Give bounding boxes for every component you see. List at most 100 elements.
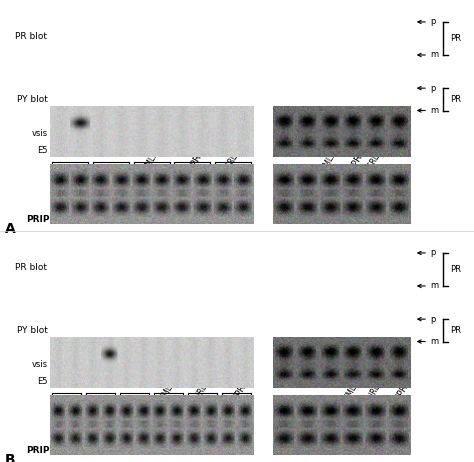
- Text: -: -: [244, 360, 246, 370]
- Text: vsis: vsis: [31, 129, 47, 139]
- Text: -: -: [142, 360, 145, 370]
- Text: PR: PR: [301, 402, 313, 411]
- Text: +: +: [395, 377, 402, 386]
- Text: -: -: [91, 377, 94, 386]
- Text: +: +: [395, 360, 402, 370]
- Text: -: -: [74, 360, 77, 370]
- Text: -: -: [374, 146, 377, 155]
- Text: NR/PR: NR/PR: [226, 383, 247, 411]
- Text: B: B: [5, 453, 15, 462]
- Text: -: -: [108, 360, 111, 370]
- Text: NNTML513T: NNTML513T: [337, 367, 368, 411]
- Text: -: -: [58, 146, 62, 155]
- Text: m: m: [430, 281, 438, 291]
- Text: PR/ERL513T: PR/ERL513T: [218, 136, 249, 180]
- Text: +: +: [173, 377, 181, 386]
- Text: ERTM: ERTM: [99, 171, 123, 180]
- Text: PR blot: PR blot: [15, 32, 47, 42]
- Text: -: -: [159, 377, 162, 386]
- Text: +: +: [395, 146, 402, 155]
- Text: p: p: [430, 84, 435, 93]
- Text: PR: PR: [450, 265, 461, 274]
- Text: +: +: [303, 360, 310, 370]
- Text: -: -: [58, 129, 62, 139]
- Text: -: -: [125, 360, 128, 370]
- Text: +: +: [395, 129, 402, 139]
- Text: -: -: [374, 377, 377, 386]
- Text: PR: PR: [95, 402, 107, 411]
- Text: +: +: [199, 146, 206, 155]
- Text: PR/ERL513T: PR/ERL513T: [360, 136, 391, 180]
- Text: ER/PR: ER/PR: [182, 153, 203, 180]
- Text: p: p: [430, 18, 435, 26]
- Text: -: -: [283, 146, 285, 155]
- Text: +: +: [281, 360, 287, 370]
- Text: LXSN: LXSN: [55, 402, 79, 411]
- Text: -: -: [57, 360, 60, 370]
- Text: -: -: [192, 377, 196, 386]
- Text: PY blot: PY blot: [17, 95, 47, 104]
- Text: ERTM: ERTM: [295, 171, 319, 180]
- Text: PR: PR: [278, 171, 290, 180]
- Text: -: -: [99, 129, 102, 139]
- Text: +: +: [372, 129, 379, 139]
- Text: -: -: [140, 129, 143, 139]
- Text: -: -: [221, 146, 225, 155]
- Text: +: +: [281, 129, 287, 139]
- Text: +: +: [327, 360, 333, 370]
- Text: +: +: [349, 377, 356, 386]
- Text: -: -: [140, 146, 143, 155]
- Text: PR/NRL513T: PR/NRL513T: [187, 366, 219, 411]
- Text: +: +: [72, 377, 79, 386]
- Text: -: -: [201, 129, 204, 139]
- Text: ERTML513T: ERTML513T: [137, 137, 167, 180]
- Text: +: +: [303, 146, 310, 155]
- Text: -: -: [221, 129, 225, 139]
- Text: NNTM: NNTM: [121, 402, 148, 411]
- Text: PR: PR: [450, 34, 461, 43]
- Text: +: +: [158, 146, 165, 155]
- Text: -: -: [328, 377, 331, 386]
- Text: +: +: [349, 146, 356, 155]
- Text: NNTML513T: NNTML513T: [153, 367, 184, 411]
- Text: -: -: [192, 360, 196, 370]
- Text: A: A: [5, 222, 16, 236]
- Text: PR blot: PR blot: [15, 263, 47, 273]
- Text: +: +: [303, 129, 310, 139]
- Text: ERTML513T: ERTML513T: [315, 137, 345, 180]
- Text: -: -: [227, 377, 229, 386]
- Text: +: +: [327, 129, 333, 139]
- Text: -: -: [99, 146, 102, 155]
- Text: -: -: [125, 377, 128, 386]
- Text: PY blot: PY blot: [17, 326, 47, 335]
- Text: -: -: [328, 146, 331, 155]
- Text: +: +: [106, 377, 113, 386]
- Text: -: -: [283, 377, 285, 386]
- Text: +: +: [242, 377, 248, 386]
- Text: E5: E5: [37, 146, 47, 155]
- Text: PR: PR: [450, 326, 461, 335]
- Text: +: +: [349, 129, 356, 139]
- Text: PR: PR: [64, 171, 76, 180]
- Text: -: -: [242, 129, 245, 139]
- Text: +: +: [303, 377, 310, 386]
- Text: -: -: [176, 360, 179, 370]
- Text: m: m: [430, 106, 438, 115]
- Text: m: m: [430, 337, 438, 346]
- Text: NR/PR: NR/PR: [388, 383, 410, 411]
- Text: PRIP:: PRIP:: [26, 446, 53, 455]
- Text: +: +: [77, 146, 84, 155]
- Text: E5: E5: [37, 377, 47, 386]
- Text: +: +: [208, 377, 215, 386]
- Text: -: -: [160, 129, 164, 139]
- Text: LXSN: LXSN: [272, 402, 296, 411]
- Text: +: +: [140, 377, 146, 386]
- Text: ER/PR: ER/PR: [342, 153, 363, 180]
- Text: +: +: [240, 146, 247, 155]
- Text: vsis: vsis: [31, 360, 47, 370]
- Text: p: p: [430, 249, 435, 257]
- Text: PR/NRL513T: PR/NRL513T: [360, 366, 392, 411]
- Text: +: +: [349, 360, 356, 370]
- Text: p: p: [430, 315, 435, 324]
- Text: -: -: [91, 360, 94, 370]
